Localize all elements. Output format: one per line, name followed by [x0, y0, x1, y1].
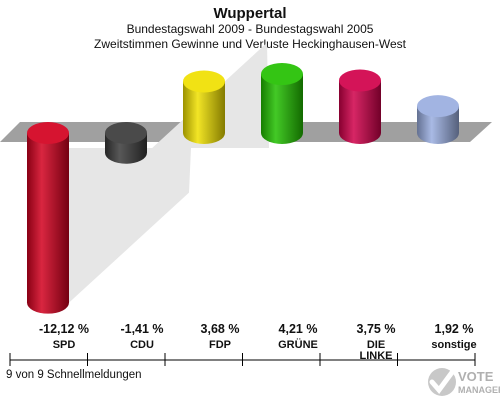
bar-grüne — [261, 63, 303, 144]
bar-top-cap — [105, 122, 147, 144]
category-label: FDP — [209, 339, 231, 351]
category-label: GRÜNE — [278, 338, 318, 351]
value-label: -1,41 % — [120, 322, 163, 336]
bar-fdp — [183, 70, 225, 144]
bar-bottom-cap — [27, 291, 69, 314]
bar-sonstige — [417, 95, 459, 144]
bar-bottom-cap — [339, 122, 381, 144]
bar-body — [27, 133, 69, 303]
category-label: sonstige — [431, 339, 476, 351]
bar-top-cap — [261, 63, 303, 86]
category-label: SPD — [53, 339, 76, 351]
votemanager-logo: VOTE MANAGER — [428, 368, 500, 396]
value-label: 3,75 % — [357, 322, 396, 336]
bar-bottom-cap — [261, 122, 303, 144]
checkmark-icon — [428, 368, 456, 396]
category-label: CDU — [130, 339, 154, 351]
value-label: 3,68 % — [201, 322, 240, 336]
chart-subtitle-description: Zweitstimmen Gewinne und Verluste Heckin… — [94, 37, 406, 51]
bar-top-cap — [183, 70, 225, 93]
logo-text-vote: VOTE — [458, 369, 494, 384]
bar-bottom-cap — [183, 122, 225, 144]
bar-cdu — [105, 122, 147, 164]
bar-bottom-cap — [417, 122, 459, 144]
bar-spd — [27, 122, 69, 314]
logo-text-manager: MANAGER — [458, 385, 500, 395]
footer-status: 9 von 9 Schnellmeldungen — [6, 369, 142, 381]
bar-top-cap — [417, 95, 459, 118]
value-label: 1,92 % — [435, 322, 474, 336]
value-label: -12,12 % — [39, 322, 89, 336]
bar-top-cap — [27, 122, 69, 144]
value-label: 4,21 % — [279, 322, 318, 336]
bar-bottom-cap — [105, 141, 147, 164]
chart-subtitle-comparison: Bundestagswahl 2009 - Bundestagswahl 200… — [126, 22, 374, 36]
bar-die-linke — [339, 69, 381, 144]
bar-top-cap — [339, 69, 381, 92]
chart-title: Wuppertal — [213, 5, 287, 22]
category-label: DIE LINKE — [360, 339, 393, 362]
bar-shadow — [69, 148, 191, 303]
